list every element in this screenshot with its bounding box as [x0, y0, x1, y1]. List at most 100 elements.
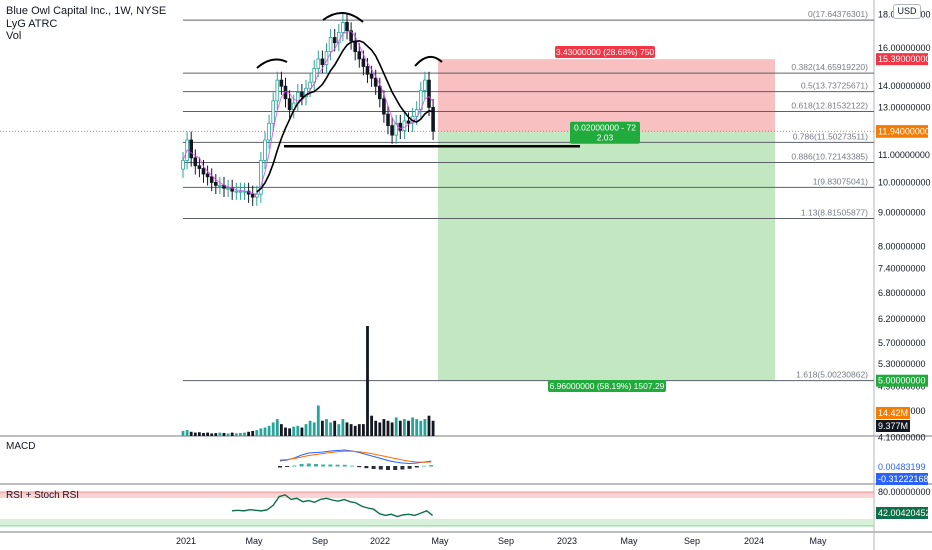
indicator-vol-label: Vol — [6, 30, 22, 42]
rsi-pane-title: RSI + Stoch RSI — [6, 490, 80, 501]
macd-badge-bg — [876, 473, 928, 485]
macd-histogram-bar — [292, 465, 297, 467]
time-tick-label: 2021 — [176, 536, 196, 546]
candle-body — [345, 22, 349, 32]
volume-bar — [189, 431, 193, 436]
volume-bar — [202, 432, 205, 436]
volume-bar — [234, 433, 238, 436]
time-tick-label: Sep — [684, 536, 700, 546]
volume-bar — [210, 433, 214, 436]
macd-histogram-bar — [407, 466, 412, 469]
volume-bar — [329, 422, 332, 436]
candle-body — [349, 30, 353, 42]
time-tick-label: May — [809, 536, 827, 546]
candle-body — [341, 22, 345, 33]
volume-bar — [271, 422, 275, 436]
volume-bar — [386, 420, 390, 436]
candle-body — [398, 122, 403, 131]
volume-bar — [255, 430, 259, 436]
macd-histogram-bar — [335, 464, 340, 467]
volume-bar — [370, 415, 373, 436]
right-shoulder-arc — [414, 55, 443, 67]
macd-badge-bg — [876, 461, 928, 473]
volume-bar — [280, 424, 283, 436]
candle-body — [402, 120, 407, 131]
volume-bar — [300, 427, 304, 436]
volume-badge: 14.42M — [878, 408, 908, 418]
macd-histogram-bar — [364, 466, 369, 469]
left-shoulder-arc — [256, 58, 288, 69]
candle-body — [218, 184, 222, 187]
price-tick-label: 5.30000000 — [878, 359, 926, 369]
macd-histogram-bar — [400, 466, 405, 470]
rsi-overbought-band — [0, 492, 874, 498]
fib-label: 1(9.83075041) — [813, 176, 868, 186]
time-tick-label: 2024 — [744, 536, 764, 546]
candle-body — [386, 113, 390, 126]
volume-bar — [394, 417, 398, 436]
candle-body — [197, 165, 202, 169]
volume-bar — [247, 431, 250, 436]
candle-body — [357, 51, 362, 60]
price-tick-label: 6.80000000 — [878, 288, 926, 298]
volume-bar — [263, 427, 267, 436]
reward-zone — [438, 131, 775, 381]
volume-bar — [398, 420, 402, 436]
price-badge: 5.00000000 — [878, 376, 926, 386]
volume-bar — [325, 419, 328, 436]
candle-body — [238, 190, 243, 193]
volume-bar — [259, 428, 263, 436]
volume-bar — [304, 424, 308, 436]
volume-bar — [378, 422, 382, 436]
volume-bar — [312, 422, 316, 436]
currency-button[interactable]: USD — [893, 4, 921, 19]
candle-body — [250, 193, 255, 198]
candle-body — [271, 100, 275, 124]
macd-histogram-bar — [328, 464, 333, 467]
reward-label-bg — [548, 380, 666, 392]
slow-ma-line — [256, 39, 434, 193]
reward-label: 6.96000000 (58.19%) 1507.29 — [550, 381, 665, 391]
price-tick-label: 16.00000000 — [878, 43, 931, 53]
fib-label: 0.5(13.73725671) — [801, 81, 868, 91]
candle-body — [234, 190, 239, 193]
candle-body — [275, 79, 280, 102]
volume-bar — [390, 422, 394, 436]
candle-body — [406, 120, 411, 124]
candle-body — [312, 68, 316, 83]
symbol-title: Blue Owl Capital Inc., 1W, NYSE — [6, 5, 167, 17]
volume-bar — [288, 428, 291, 436]
indicator-atrc-label: LyG ATRC — [6, 18, 58, 30]
risk-zone — [438, 59, 775, 132]
volume-bar — [214, 433, 218, 436]
volume-bar — [243, 432, 246, 436]
price-tick-label: 9.00000000 — [878, 208, 926, 218]
price-tick-label: 6.20000000 — [878, 314, 926, 324]
macd-histogram-bar — [386, 466, 390, 470]
macd-histogram-bar — [278, 466, 282, 468]
volume-bar — [357, 424, 361, 436]
fib-label: 0.618(12.81532122) — [791, 101, 868, 111]
fib-label: 0(17.64376301) — [808, 9, 868, 19]
price-tick-label: 8.00000000 — [878, 241, 926, 251]
volume-bar — [362, 424, 365, 436]
time-tick-label: May — [245, 536, 263, 546]
price-tick-label: 7.40000000 — [878, 264, 926, 274]
volume-bar — [374, 420, 378, 436]
candle-body — [189, 139, 194, 159]
macd-histogram-bar — [342, 464, 347, 467]
volume-bar — [218, 432, 222, 436]
volume-bar — [181, 430, 185, 436]
macd-histogram-bar — [429, 465, 434, 467]
candle-body — [205, 173, 210, 178]
volume-bar — [206, 432, 209, 436]
mid-label-line1: 0.02000000 - 72 — [574, 123, 636, 133]
candle-body — [332, 37, 337, 44]
volume-bar — [411, 417, 414, 436]
macd-histogram-bar — [378, 466, 383, 470]
volume-bar — [251, 430, 255, 436]
macd-histogram-bar — [314, 464, 318, 467]
risk-label: 3.43000000 (28.68%) 750 — [556, 47, 655, 57]
mid-label-bg — [570, 121, 640, 144]
volume-bar — [366, 326, 369, 436]
